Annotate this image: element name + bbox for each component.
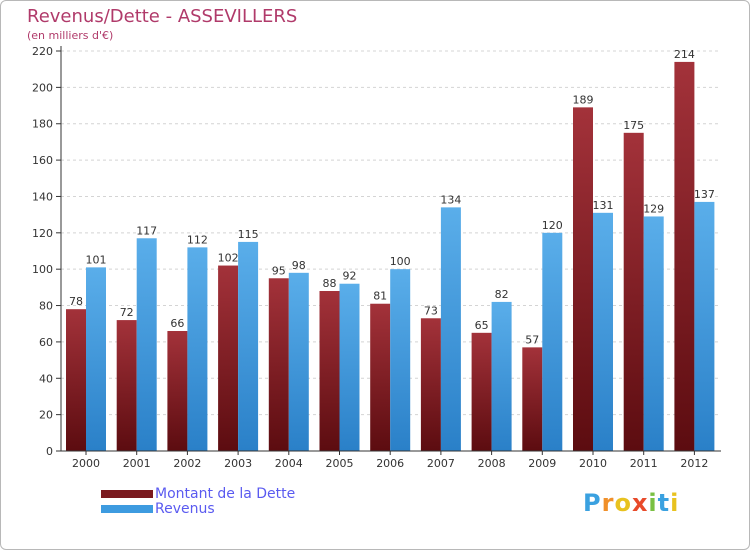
bar-revenus [542, 232, 563, 451]
x-tick-label: 2007 [427, 457, 455, 470]
x-tick-label: 2008 [478, 457, 506, 470]
bar-dette [573, 107, 593, 451]
y-tick-label: 80 [39, 300, 53, 313]
data-labels: 78 101 72 117 66 112 102 115 95 98 88 92 81 100 73 134 6… [69, 48, 715, 346]
data-label-revenus: 131 [593, 199, 614, 212]
bar-dette [623, 132, 644, 451]
y-tick-label: 40 [39, 372, 53, 385]
logo-letter: P [583, 489, 602, 517]
x-tick-label: 2006 [376, 457, 404, 470]
data-label-revenus: 137 [694, 188, 715, 201]
bar-dette [420, 318, 441, 451]
data-label-dette: 66 [170, 317, 184, 330]
bar-revenus [136, 238, 157, 451]
data-label-dette: 175 [623, 119, 644, 132]
proxiti-logo: Proxiti [583, 489, 679, 517]
bar-revenus [643, 216, 664, 451]
bar-revenus [593, 212, 613, 451]
y-tick-label: 20 [39, 409, 53, 422]
bar-revenus [238, 241, 259, 451]
bar-dette [674, 61, 695, 452]
bar-revenus [390, 269, 411, 451]
data-label-revenus: 134 [440, 193, 461, 206]
data-label-revenus: 82 [495, 288, 509, 301]
data-label-dette: 72 [120, 306, 134, 319]
bar-dette [522, 347, 543, 451]
bar-dette [471, 332, 492, 451]
data-label-dette: 78 [69, 295, 83, 308]
chart-title: Revenus/Dette - ASSEVILLERS [27, 6, 298, 27]
x-tick-label: 2002 [173, 457, 201, 470]
x-tick-label: 2005 [326, 457, 354, 470]
bars [66, 61, 715, 452]
data-label-revenus: 115 [238, 228, 259, 241]
x-tick-label: 2000 [72, 457, 100, 470]
data-label-dette: 57 [525, 333, 539, 346]
bar-dette [66, 309, 86, 451]
y-tick-label: 220 [32, 45, 53, 58]
data-label-revenus: 117 [136, 224, 157, 237]
bar-revenus [491, 301, 512, 451]
bar-dette [116, 320, 137, 451]
logo-letter: o [614, 489, 632, 517]
y-tick-label: 120 [32, 227, 53, 240]
legend-label-dette: Montant de la Dette [155, 486, 296, 502]
bar-revenus [694, 201, 715, 451]
logo-letter: i [648, 489, 658, 517]
logo-letter: i [670, 489, 680, 517]
data-label-dette: 189 [573, 93, 594, 106]
data-label-revenus: 120 [542, 219, 563, 232]
y-tick-label: 180 [32, 118, 53, 131]
x-tick-label: 2012 [680, 457, 708, 470]
bar-dette [370, 303, 391, 451]
bar-dette [319, 291, 340, 451]
y-tick-label: 160 [32, 154, 53, 167]
x-tick-label: 2003 [224, 457, 252, 470]
data-label-revenus: 92 [343, 270, 357, 283]
data-label-dette: 88 [323, 277, 337, 290]
y-tick-label: 140 [32, 190, 53, 203]
bar-revenus [187, 247, 208, 451]
bar-dette [167, 331, 188, 451]
data-label-dette: 65 [475, 319, 489, 332]
data-label-dette: 95 [272, 264, 286, 277]
legend-swatch-dette [101, 490, 153, 498]
data-label-revenus: 101 [86, 253, 107, 266]
bar-revenus [339, 283, 360, 451]
axes: 0 20 40 60 80 100 120 140 160 180 200 220 2000 2001 20… [32, 45, 721, 470]
x-tick-label: 2004 [275, 457, 303, 470]
legend-label-revenus: Revenus [155, 501, 215, 517]
chart-subtitle: (en milliers d'€) [27, 29, 114, 42]
data-label-dette: 73 [424, 304, 438, 317]
x-tick-label: 2001 [123, 457, 151, 470]
data-label-revenus: 112 [187, 233, 208, 246]
y-tick-label: 0 [46, 445, 53, 458]
y-tick-label: 200 [32, 81, 53, 94]
x-tick-label: 2009 [528, 457, 556, 470]
data-label-dette: 102 [218, 252, 239, 265]
bar-revenus [440, 207, 461, 451]
logo-letter: r [601, 489, 615, 517]
data-label-dette: 214 [674, 48, 695, 61]
data-label-revenus: 98 [292, 259, 306, 272]
bar-revenus [86, 267, 106, 451]
x-tick-label: 2011 [630, 457, 658, 470]
data-label-revenus: 100 [390, 255, 411, 268]
y-tick-label: 100 [32, 263, 53, 276]
y-tick-label: 60 [39, 336, 53, 349]
bar-dette [268, 278, 289, 451]
logo-letter: t [657, 489, 671, 517]
bar-revenus [288, 272, 309, 451]
data-label-dette: 81 [373, 290, 387, 303]
legend-swatch-revenus [101, 505, 153, 513]
bar-dette [218, 265, 239, 451]
logo-letter: x [631, 489, 649, 517]
x-tick-label: 2010 [579, 457, 607, 470]
data-label-revenus: 129 [643, 202, 664, 215]
